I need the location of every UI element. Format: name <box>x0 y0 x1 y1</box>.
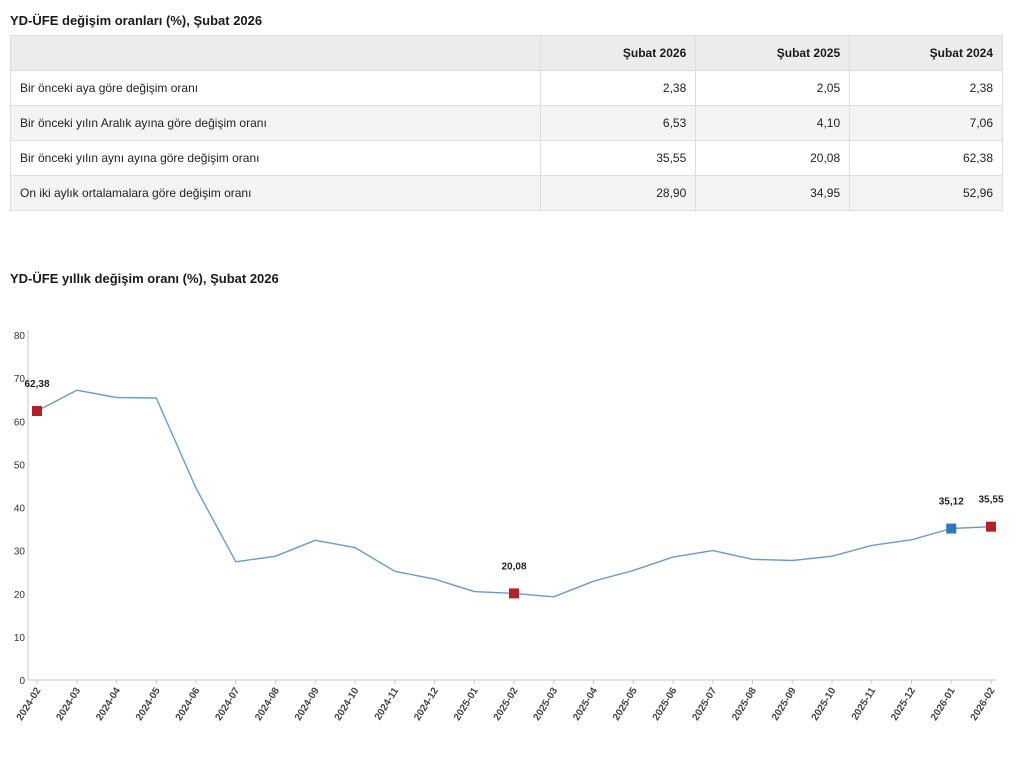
row-label: On iki aylık ortalamalara göre değişim o… <box>9 175 542 211</box>
y-tick-label: 50 <box>14 460 26 471</box>
table-header-row: Şubat 2026 Şubat 2025 Şubat 2024 <box>9 35 1003 71</box>
cell-value: 52,96 <box>849 175 1003 211</box>
x-tick-label: 2024-11 <box>373 685 402 722</box>
table-row: Bir önceki aya göre değişim oranı 2,38 2… <box>9 70 1003 106</box>
table-title: YD-ÜFE değişim oranları (%), Şubat 2026 <box>10 13 263 28</box>
row-label: Bir önceki aya göre değişim oranı <box>9 70 542 106</box>
data-label: 35,12 <box>939 497 964 508</box>
cell-value: 2,05 <box>695 70 851 106</box>
table-row: Bir önceki yılın aynı ayına göre değişim… <box>9 140 1003 176</box>
data-point-marker <box>509 588 519 599</box>
change-rates-table: Şubat 2026 Şubat 2025 Şubat 2024 Bir önc… <box>9 35 1003 211</box>
cell-value: 35,55 <box>540 140 697 176</box>
x-tick-label: 2026-02 <box>969 685 998 722</box>
data-label: 20,08 <box>501 561 526 572</box>
cell-value: 2,38 <box>849 70 1003 106</box>
cell-value: 20,08 <box>695 140 851 176</box>
cell-value: 7,06 <box>849 105 1003 141</box>
header-cell-subat-2026: Şubat 2026 <box>540 35 697 71</box>
x-tick-label: 2024-10 <box>333 685 362 722</box>
cell-value: 4,10 <box>695 105 851 141</box>
y-tick-label: 0 <box>19 676 25 687</box>
x-tick-label: 2024-03 <box>55 685 84 722</box>
data-label: 62,38 <box>24 379 49 390</box>
x-tick-label: 2026-01 <box>929 685 958 722</box>
x-tick-label: 2024-05 <box>134 685 163 722</box>
annual-change-line-chart: 0 10 20 30 40 50 60 70 80 2024-02 2024-03 2024-04 20… <box>14 330 1004 723</box>
row-label: Bir önceki yılın Aralık ayına göre değiş… <box>9 105 542 141</box>
x-tick-label: 2024-08 <box>253 685 282 722</box>
x-tick-label: 2025-11 <box>850 685 879 722</box>
cell-value: 34,95 <box>695 175 851 211</box>
cell-value: 28,90 <box>540 175 697 211</box>
y-tick-label: 10 <box>14 633 26 644</box>
y-tick-label: 70 <box>14 374 26 385</box>
chart-title: YD-ÜFE yıllık değişim oranı (%), Şubat 2… <box>10 271 279 286</box>
table-row: On iki aylık ortalamalara göre değişim o… <box>9 175 1003 211</box>
cell-value: 6,53 <box>540 105 697 141</box>
x-tick-label: 2025-06 <box>651 685 680 722</box>
x-tick-label: 2025-05 <box>611 685 640 722</box>
x-tick-label: 2025-04 <box>571 685 600 722</box>
row-label: Bir önceki yılın aynı ayına göre değişim… <box>9 140 542 176</box>
x-tick-label: 2025-12 <box>889 685 918 722</box>
x-tick-label: 2024-07 <box>214 685 243 722</box>
x-tick-label: 2025-09 <box>770 685 799 722</box>
x-tick-label: 2025-03 <box>532 685 561 722</box>
x-tick-label: 2024-09 <box>293 685 322 722</box>
data-label: 35,55 <box>978 495 1003 506</box>
data-point-marker <box>946 523 957 534</box>
x-tick-label: 2025-07 <box>691 685 720 722</box>
x-tick-label: 2025-10 <box>810 685 839 722</box>
y-tick-label: 80 <box>14 331 26 342</box>
data-point-marker <box>986 521 996 532</box>
x-tick-label: 2025-08 <box>730 685 759 722</box>
header-cell-subat-2024: Şubat 2024 <box>849 35 1003 71</box>
header-cell-label <box>9 35 542 71</box>
table-row: Bir önceki yılın Aralık ayına göre değiş… <box>9 105 1003 141</box>
x-tick-label: 2024-12 <box>412 685 441 722</box>
x-tick-label: 2024-06 <box>174 685 203 722</box>
x-tick-label: 2025-02 <box>492 685 521 722</box>
y-tick-label: 30 <box>14 547 26 558</box>
data-point-marker <box>32 405 42 416</box>
x-tick-label: 2024-04 <box>94 685 123 722</box>
cell-value: 2,38 <box>540 70 697 106</box>
cell-value: 62,38 <box>849 140 1003 176</box>
y-tick-label: 40 <box>14 504 26 515</box>
header-cell-subat-2025: Şubat 2025 <box>695 35 851 71</box>
x-tick-label: 2024-02 <box>15 685 44 722</box>
y-tick-label: 20 <box>14 590 26 601</box>
x-tick-label: 2025-01 <box>452 685 481 722</box>
y-tick-label: 60 <box>14 417 26 428</box>
